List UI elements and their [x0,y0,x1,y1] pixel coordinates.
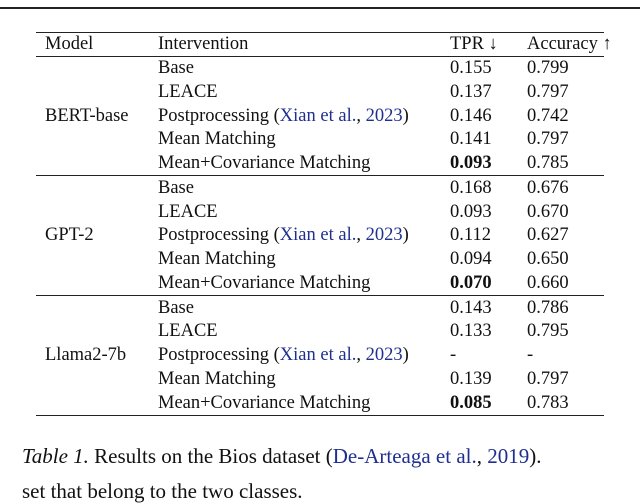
accuracy-value: 0.799 [527,58,569,78]
accuracy-value: 0.797 [527,129,569,150]
tpr-value: 0.143 [450,297,492,318]
caption-text: ). [529,444,542,468]
model-name: BERT-base [45,105,129,126]
intervention-text: Base [158,177,194,198]
close-paren: ) [402,105,409,126]
column-header: TPR ↓ [450,34,498,54]
accuracy-value: 0.797 [527,368,569,389]
column-header: Accuracy ↑ [527,34,612,54]
intervention: Base [158,297,194,319]
accuracy-value: 0.742 [527,105,569,126]
intervention: Mean+Covariance Matching [158,272,370,294]
caption: Table 1. Results on the Bios dataset (De… [22,443,541,469]
citation-year[interactable]: 2023 [365,225,403,246]
intervention-text: Postprocessing ( [158,105,280,126]
citation[interactable]: De-Arteaga et al. [332,444,477,468]
intervention-text: Base [158,58,194,78]
intervention-text: Postprocessing ( [158,345,280,365]
intervention: Mean Matching [158,368,276,390]
tpr-value: 0.141 [450,129,492,150]
intervention: Base [158,177,194,199]
intervention: Mean+Covariance Matching [158,152,370,174]
intervention-text: Postprocessing ( [158,225,280,246]
intervention-text: Mean+Covariance Matching [158,392,371,413]
intervention-text: Mean+Covariance Matching [158,153,371,173]
accuracy-value: 0.627 [527,225,569,246]
citation-year[interactable]: 2019 [487,444,530,468]
tpr-value: - [450,345,457,365]
citation[interactable]: Xian et al. [279,105,357,126]
accuracy-value: - [527,345,534,365]
intervention: LEACE [158,81,218,103]
accuracy-value: 0.783 [527,392,569,413]
tpr-value: 0.093 [450,201,492,222]
accuracy-value: 0.670 [527,201,569,222]
accuracy-value: 0.786 [527,297,569,318]
intervention: Mean+Covariance Matching [158,392,370,414]
citation[interactable]: Xian et al. [279,225,357,246]
model-name: GPT-2 [45,225,94,246]
column-header: Model [45,34,94,54]
body-text: set that belong to the two classes. [22,479,303,503]
tpr-value: 0.146 [450,105,492,126]
rule [36,414,604,417]
rule [36,56,604,57]
accuracy-value: 0.795 [527,321,569,342]
citation-year[interactable]: 2023 [365,105,403,126]
tpr-value: 0.085 [450,392,492,413]
citation[interactable]: Xian et al. [279,345,357,365]
intervention-text: Mean+Covariance Matching [158,272,371,293]
separator: , [356,345,366,365]
close-paren: ) [402,345,409,365]
intervention-text: Mean Matching [158,129,276,150]
intervention: LEACE [158,320,218,342]
accuracy-value: 0.797 [527,81,569,102]
tpr-value: 0.112 [450,225,491,246]
intervention: Postprocessing (Xian et al., 2023) [158,224,409,246]
tpr-value: 0.137 [450,81,492,102]
intervention: Postprocessing (Xian et al., 2023) [158,344,409,366]
tpr-value: 0.094 [450,249,492,269]
separator: , [356,105,366,126]
citation-year[interactable]: 2023 [365,345,403,365]
caption-label: Table 1. [22,444,89,468]
tpr-value: 0.139 [450,368,492,389]
rule [36,175,604,177]
intervention-text: Base [158,297,194,318]
column-header: Intervention [158,34,249,54]
caption-text: Results on the Bios dataset ( [88,444,333,468]
accuracy-value: 0.676 [527,177,569,198]
rule [36,32,604,34]
intervention: Base [158,57,194,79]
intervention: Mean Matching [158,128,276,150]
intervention-text: LEACE [158,201,218,222]
accuracy-value: 0.650 [527,249,569,269]
tpr-value: 0.133 [450,321,492,342]
tpr-value: 0.093 [450,153,492,173]
intervention-text: Mean Matching [158,368,276,389]
accuracy-value: 0.785 [527,153,569,173]
tpr-value: 0.155 [450,58,492,78]
tpr-value: 0.168 [450,177,492,198]
close-paren: ) [402,225,409,246]
intervention-text: Mean Matching [158,249,276,269]
intervention: Postprocessing (Xian et al., 2023) [158,105,409,127]
intervention: LEACE [158,201,218,223]
top-rule [0,7,640,9]
caption-text: , [476,444,488,468]
rule [36,295,604,296]
intervention-text: LEACE [158,321,218,342]
model-name: Llama2-7b [45,345,127,365]
tpr-value: 0.070 [450,272,492,293]
intervention: Mean Matching [158,248,276,270]
separator: , [356,225,366,246]
accuracy-value: 0.660 [527,272,569,293]
intervention-text: LEACE [158,81,218,102]
